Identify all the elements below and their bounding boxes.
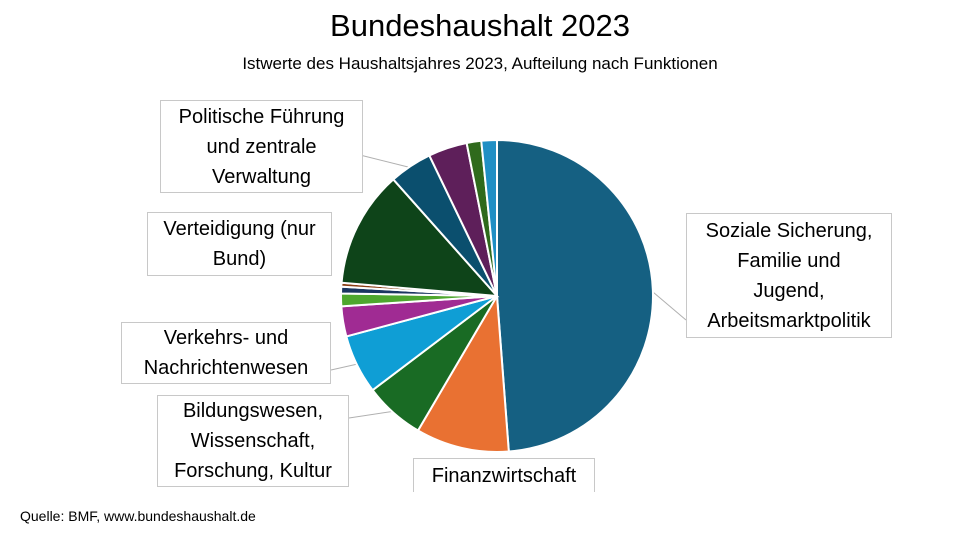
- label-politische-fuehrung: Politische Führung und zentrale Verwaltu…: [160, 100, 363, 193]
- label-verkehr: Verkehrs- und Nachrichtenwesen: [121, 322, 331, 384]
- pie-slice-2: [416, 292, 510, 453]
- leader-line-3: [330, 363, 359, 371]
- chart-subtitle: Istwerte des Haushaltsjahres 2023, Aufte…: [242, 54, 718, 73]
- pie-slice-13: [480, 138, 498, 297]
- label-soziale-sicherung: Soziale Sicherung, Familie und Jugend, A…: [686, 213, 892, 338]
- source-note: Quelle: BMF, www.bundeshaushalt.de: [20, 508, 256, 524]
- leader-line-9: [359, 154, 412, 169]
- leader-line-2: [348, 410, 395, 419]
- pie-slices: [340, 138, 654, 453]
- label-finanzwirtschaft: Finanzwirtschaft: [413, 458, 595, 492]
- pie-slice-9: [340, 178, 500, 298]
- label-verteidigung: Verteidigung (nur Bund): [147, 212, 332, 276]
- label-bildungswesen: Bildungswesen, Wissenschaft, Forschung, …: [157, 395, 349, 487]
- leader-line-0: [650, 289, 687, 321]
- pie-slice-1: [496, 138, 654, 453]
- chart-title: Bundeshaushalt 2023: [330, 8, 630, 43]
- leader-lines: [330, 154, 687, 419]
